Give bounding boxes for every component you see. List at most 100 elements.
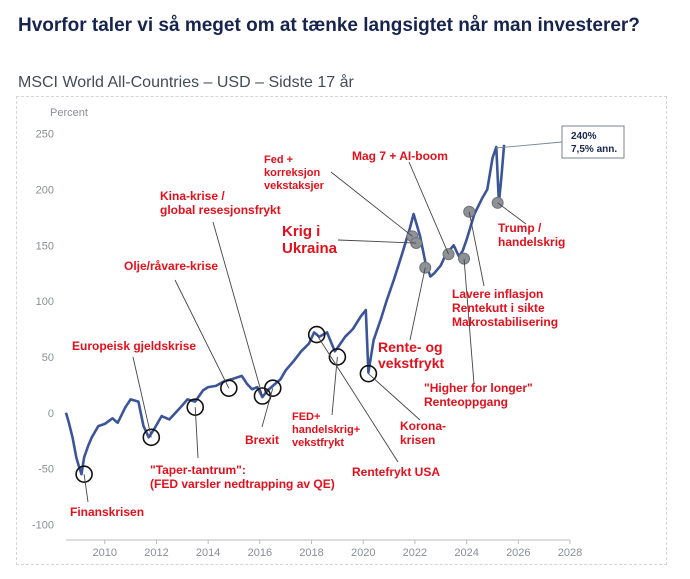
badge-total: 240%	[571, 131, 597, 142]
event-label-line: vekstfrykt	[378, 355, 444, 371]
event-label: Brexit	[245, 433, 279, 447]
event-label-line: "Higher for longer"	[424, 381, 533, 395]
chart-subtitle: MSCI World All-Countries – USD – Sidste …	[18, 74, 354, 91]
event-label-line: Trump /	[498, 221, 542, 235]
event-label-line: vekstaksjer	[264, 180, 325, 192]
x-tick-label: 2014	[196, 547, 220, 559]
leader-line	[212, 221, 263, 397]
event-label-line: global resesjonsfrykt	[160, 203, 281, 217]
annotation-leaders	[83, 161, 527, 503]
event-circle	[75, 465, 93, 483]
chart-title: Hvorfor taler vi så meget om at tænke la…	[18, 15, 640, 36]
event-circle	[142, 428, 161, 447]
y-axis-label: Percent	[50, 107, 88, 119]
x-tick-label: 2024	[454, 547, 478, 559]
event-circle	[263, 379, 282, 397]
y-tick-label: 150	[36, 240, 54, 252]
event-label-line: Rente- og	[378, 339, 443, 355]
result-badge: 240% 7,5% ann.	[495, 125, 625, 159]
badge-pointer	[495, 141, 563, 149]
leader-line	[463, 258, 475, 385]
annotation-labels: Finanskrisen Europeisk gjeldskrise "Taper-…	[70, 149, 565, 519]
event-label-line: Ukraina	[282, 240, 338, 257]
event-label: "Taper-tantrum": (FED varsler nedtrapping…	[150, 463, 335, 491]
event-circle	[307, 325, 326, 344]
event-label: Fed + korreksjon vekstaksjer	[264, 154, 325, 192]
event-label-line: Mag 7 + AI-boom	[352, 149, 448, 163]
leader-line	[331, 356, 338, 416]
event-label: Rente- og vekstfrykt	[378, 339, 444, 371]
event-label-line: handelskrig	[498, 235, 565, 249]
leader-line	[174, 279, 230, 389]
leader-line	[497, 202, 527, 225]
y-tick-label: -50	[38, 464, 54, 476]
event-circle	[359, 364, 378, 383]
event-label-line: vekstfrykt	[292, 437, 344, 449]
event-label-line: "Taper-tantrum":	[150, 463, 246, 477]
x-tick-label: 2010	[93, 547, 117, 559]
leader-line	[337, 239, 417, 244]
event-circle	[328, 348, 347, 366]
x-tick-label: 2020	[351, 547, 375, 559]
event-label: Trump / handelskrig	[498, 221, 565, 249]
event-dot	[442, 248, 455, 261]
event-label-line: Makrostabilisering	[452, 315, 558, 329]
event-label-line: Kina-krise /	[160, 189, 225, 203]
event-label: Lavere inflasjon Rentekutt i sikte Makrost…	[452, 287, 558, 329]
event-label: Rentefrykt USA	[352, 465, 440, 479]
event-label: Mag 7 + AI-boom	[352, 149, 448, 163]
x-tick-label: 2018	[299, 547, 323, 559]
event-circle	[220, 379, 238, 397]
leader-line	[408, 161, 449, 255]
event-label: Finanskrisen	[70, 505, 144, 519]
leader-line	[368, 373, 421, 421]
y-tick-label: 100	[36, 296, 54, 308]
x-tick-label: 2012	[144, 547, 168, 559]
y-tick-label: 0	[48, 408, 54, 420]
leader-line	[261, 388, 274, 428]
leader-line	[330, 171, 413, 237]
y-tick-label: 250	[36, 129, 54, 141]
badge-annual: 7,5% ann.	[571, 144, 617, 155]
event-label-line: Renteoppgang	[424, 395, 508, 409]
event-label-line: krisen	[400, 433, 435, 447]
event-label: Kina-krise / global resesjonsfrykt	[160, 189, 281, 217]
event-label-line: Europeisk gjeldskrise	[72, 339, 196, 353]
series-line	[64, 144, 506, 476]
y-tick-label: 50	[42, 352, 54, 364]
leader-line	[132, 356, 152, 438]
event-label: Europeisk gjeldskrise	[72, 339, 196, 353]
event-label-line: FED+	[292, 411, 320, 423]
event-label-line: Brexit	[245, 433, 279, 447]
event-label-line: handelskrig+	[292, 424, 360, 436]
x-tick-label: 2028	[558, 547, 582, 559]
event-label: Olje/råvare-krise	[124, 259, 218, 273]
event-label-line: Rentekutt i sikte	[452, 301, 545, 315]
event-label-line: Krig i	[282, 223, 320, 240]
event-label-line: korreksjon	[264, 167, 321, 179]
event-label-line: Rentefrykt USA	[352, 465, 440, 479]
x-tick-label: 2022	[403, 547, 427, 559]
leader-line	[468, 211, 485, 287]
event-label-line: Olje/råvare-krise	[124, 259, 218, 273]
event-label: Korona-krisen	[400, 419, 446, 447]
leader-line	[316, 334, 399, 463]
event-label-line: Fed +	[264, 154, 293, 166]
event-label-line: (FED varsler nedtrapping av QE)	[150, 477, 335, 491]
series-layer	[64, 144, 506, 476]
x-tick-label: 2026	[506, 547, 530, 559]
axes: Percent 250 200 150 100 50 0 -50 -100 2010 2012 201…	[32, 107, 582, 559]
y-tick-label: 200	[36, 184, 54, 196]
leader-line	[83, 474, 89, 503]
x-tick-label: 2016	[248, 547, 272, 559]
event-label: Krig i Ukraina	[282, 223, 338, 257]
chart-frame	[16, 96, 667, 565]
event-label-line: Finanskrisen	[70, 505, 144, 519]
leader-line	[409, 267, 426, 341]
leader-line	[194, 407, 199, 459]
event-label: FED+ handelskrig+ vekstfrykt	[292, 411, 360, 449]
event-label-line: Lavere inflasjon	[452, 287, 543, 301]
event-label-line: Korona-	[400, 419, 446, 433]
event-label: "Higher for longer" Renteoppgang	[424, 381, 533, 409]
